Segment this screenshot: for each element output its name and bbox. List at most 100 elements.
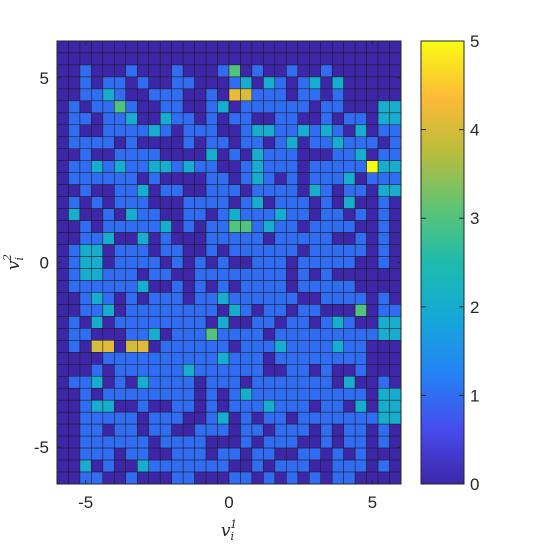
heatmap-cell xyxy=(320,244,333,257)
heatmap-cell xyxy=(274,340,287,353)
heatmap-cell xyxy=(159,88,172,102)
heatmap-cell xyxy=(263,136,276,149)
heatmap-cell xyxy=(56,435,69,449)
heatmap-cell xyxy=(240,76,253,90)
heatmap-cell xyxy=(377,268,390,281)
heatmap-cell xyxy=(297,136,310,149)
heatmap-cell xyxy=(137,435,149,449)
heatmap-cell xyxy=(68,148,81,161)
heatmap-cell xyxy=(320,411,333,425)
heatmap-cell xyxy=(102,124,115,138)
heatmap-cell xyxy=(297,364,310,377)
heatmap-cell xyxy=(137,88,149,102)
heatmap-cell xyxy=(68,352,81,365)
x-tick-label: 0 xyxy=(224,493,233,512)
heatmap-cell xyxy=(125,244,138,257)
heatmap-cell xyxy=(194,471,207,485)
heatmap-cell xyxy=(366,399,379,413)
heatmap-cell xyxy=(194,184,207,197)
heatmap-cell xyxy=(125,112,138,126)
heatmap-cell xyxy=(56,184,69,197)
heatmap-cell xyxy=(251,184,264,197)
heatmap-cell xyxy=(79,52,92,66)
heatmap-cell xyxy=(377,136,390,149)
heatmap-cell xyxy=(389,184,402,197)
heatmap-cell xyxy=(91,40,104,54)
heatmap-cell xyxy=(354,364,367,377)
heatmap-cell xyxy=(263,148,276,161)
heatmap-cell xyxy=(377,64,390,78)
heatmap-cell xyxy=(286,232,299,245)
heatmap-cell xyxy=(182,52,195,66)
heatmap-cell xyxy=(68,220,81,233)
heatmap-cell xyxy=(286,423,299,437)
heatmap-cell xyxy=(182,160,195,173)
heatmap-cell xyxy=(194,411,207,425)
heatmap-cell xyxy=(182,220,195,233)
heatmap-cell xyxy=(205,268,218,281)
heatmap-cell xyxy=(217,76,230,90)
heatmap-cell xyxy=(366,292,379,305)
heatmap-cell xyxy=(320,160,333,173)
heatmap-cell xyxy=(171,316,184,329)
heatmap-cell xyxy=(171,304,184,317)
heatmap-cell xyxy=(274,232,287,245)
heatmap-cell xyxy=(331,184,344,197)
heatmap-cell xyxy=(159,375,172,389)
heatmap-cell xyxy=(217,435,230,449)
heatmap-cell xyxy=(79,328,92,341)
heatmap-cell xyxy=(56,352,69,365)
heatmap-cell xyxy=(114,423,127,437)
heatmap-cell xyxy=(217,100,230,114)
heatmap-cell xyxy=(114,280,127,293)
heatmap-cell xyxy=(102,328,115,341)
heatmap-cell xyxy=(56,459,69,473)
heatmap-cell xyxy=(320,64,333,78)
heatmap-cell xyxy=(205,364,218,377)
heatmap-cell xyxy=(205,232,218,245)
heatmap-cell xyxy=(320,471,333,485)
heatmap-cell xyxy=(377,112,390,126)
heatmap-cell xyxy=(148,148,161,161)
heatmap-cell xyxy=(114,124,127,138)
heatmap-cell xyxy=(194,112,207,126)
heatmap-cell xyxy=(263,52,276,66)
heatmap-cell xyxy=(274,244,287,257)
heatmap-cell xyxy=(377,280,390,293)
heatmap-cell xyxy=(377,124,390,138)
heatmap-cell xyxy=(389,435,402,449)
heatmap-cell xyxy=(91,148,104,161)
heatmap-cell xyxy=(125,304,138,317)
heatmap-cell xyxy=(91,184,104,197)
heatmap-cell xyxy=(366,244,379,257)
heatmap-cell xyxy=(114,52,127,66)
heatmap-cell xyxy=(125,52,138,66)
heatmap-cell xyxy=(194,256,207,269)
heatmap-cell xyxy=(263,292,276,305)
heatmap-cell xyxy=(137,328,149,341)
heatmap-cell xyxy=(171,196,184,209)
heatmap-cell xyxy=(56,172,69,185)
heatmap-cell xyxy=(389,328,402,341)
heatmap-cell xyxy=(389,292,402,305)
heatmap-cell xyxy=(251,160,264,173)
heatmap-cell xyxy=(159,136,172,149)
heatmap-cell xyxy=(343,435,356,449)
heatmap-cell xyxy=(194,220,207,233)
heatmap-cell xyxy=(68,459,81,473)
heatmap-cell xyxy=(68,184,81,197)
heatmap-cell xyxy=(205,316,218,329)
heatmap-cell xyxy=(354,160,367,173)
heatmap-cell xyxy=(240,100,253,114)
heatmap-cell xyxy=(286,387,299,401)
heatmap-cell xyxy=(331,40,344,54)
heatmap-cell xyxy=(263,232,276,245)
heatmap-cell xyxy=(389,352,402,365)
heatmap-cell xyxy=(366,88,379,102)
heatmap-cell xyxy=(205,340,218,353)
heatmap-cell xyxy=(320,375,333,389)
heatmap-cell xyxy=(79,100,92,114)
heatmap-cell xyxy=(251,268,264,281)
heatmap-cell xyxy=(286,256,299,269)
heatmap-cell xyxy=(251,76,264,90)
